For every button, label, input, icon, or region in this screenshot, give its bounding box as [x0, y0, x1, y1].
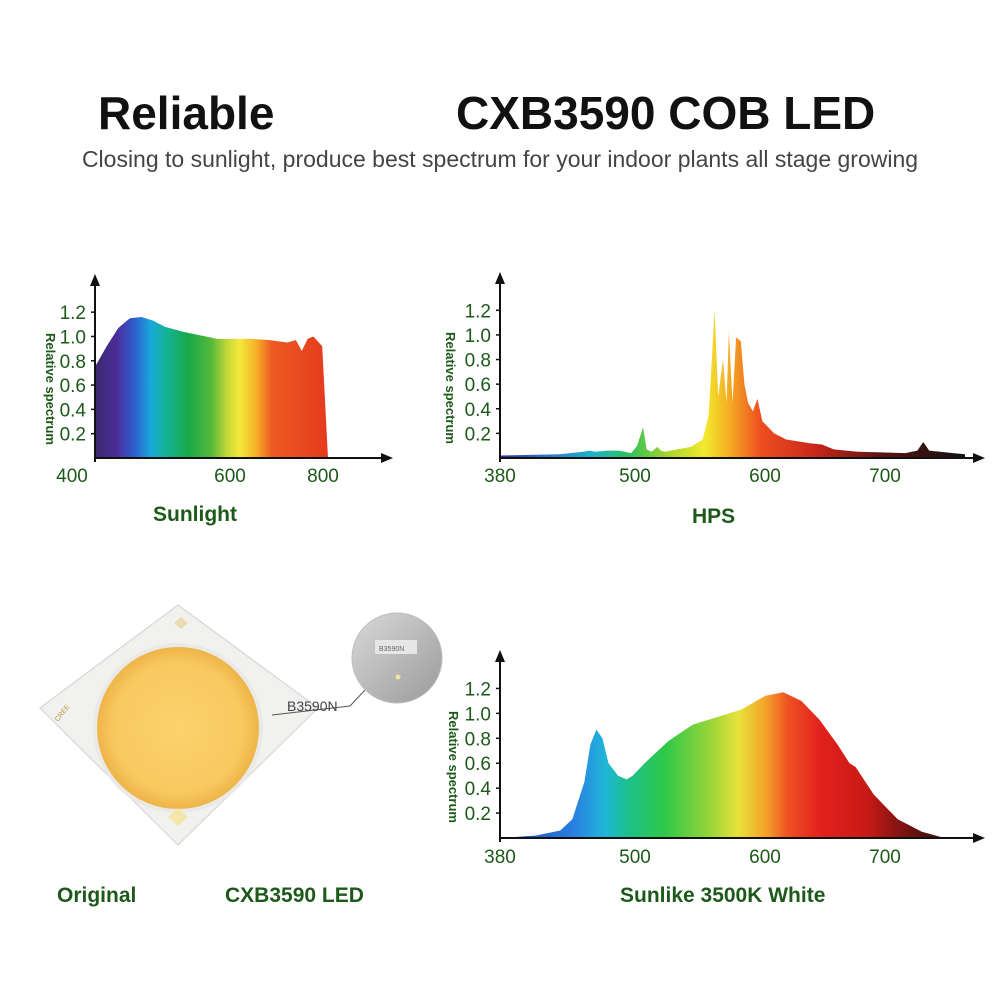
- caption-cxb3590: CXB3590 LED: [225, 884, 364, 907]
- cob-phosphor-disc: [97, 647, 259, 809]
- y-tick-label: 0.8: [60, 352, 86, 373]
- y-tick-label: 0.6: [60, 376, 86, 397]
- x-tick-label: 700: [869, 466, 901, 487]
- caption-sunlike: Sunlike 3500K White: [620, 884, 826, 907]
- y-axis-label: Relative spectrum: [443, 332, 458, 444]
- y-tick-label: 1.0: [465, 704, 491, 725]
- zoom-text: B3590N: [379, 646, 404, 653]
- y-axis-arrow: [495, 272, 505, 284]
- x-tick-label: 500: [619, 847, 651, 868]
- cob-pad-icon: [168, 808, 188, 826]
- callout-line: [271, 705, 351, 716]
- y-tick-label: 1.0: [465, 326, 491, 347]
- y-axis-label: Relative spectrum: [43, 333, 58, 445]
- y-tick-label: 1.2: [465, 679, 491, 700]
- y-tick-label: 1.2: [465, 301, 491, 322]
- spectrum-area-0: [95, 317, 328, 458]
- callout-line: [349, 689, 366, 707]
- y-axis-arrow: [90, 274, 100, 286]
- spectrum-area-2: [500, 692, 946, 838]
- zoom-lens: [351, 612, 443, 704]
- x-axis-arrow: [973, 833, 985, 843]
- y-tick-label: 0.6: [465, 754, 491, 775]
- y-tick-label: 1.2: [60, 303, 86, 324]
- y-tick-label: 0.8: [465, 729, 491, 750]
- x-axis-arrow: [381, 453, 393, 463]
- x-tick-label: 400: [56, 466, 88, 487]
- y-axis-arrow: [495, 650, 505, 662]
- x-tick-label: 600: [749, 847, 781, 868]
- y-axis-label: Relative spectrum: [446, 711, 461, 823]
- cob-led-illustration: CREE B3590N B3590N: [38, 604, 443, 847]
- x-tick-label: 800: [307, 466, 339, 487]
- caption-original: Original: [57, 884, 137, 907]
- x-tick-label: 500: [619, 466, 651, 487]
- caption-hps: HPS: [692, 505, 736, 528]
- x-tick-label: 600: [749, 466, 781, 487]
- y-tick-label: 0.4: [465, 779, 492, 800]
- x-tick-label: 700: [869, 847, 901, 868]
- x-axis-arrow: [973, 453, 985, 463]
- y-tick-label: 0.4: [465, 400, 492, 421]
- x-tick-label: 600: [214, 466, 246, 487]
- spectrum-area-1: [500, 310, 965, 458]
- y-tick-label: 0.4: [60, 400, 87, 421]
- y-tick-label: 0.2: [465, 424, 491, 445]
- y-tick-label: 1.0: [60, 327, 86, 348]
- cob-pad-icon: [174, 617, 188, 629]
- chip-label: B3590N: [287, 698, 338, 714]
- x-tick-label: 380: [484, 466, 516, 487]
- y-tick-label: 0.2: [60, 425, 86, 446]
- x-tick-label: 380: [484, 847, 516, 868]
- title-reliable: Reliable: [98, 87, 275, 139]
- zoom-marking: [375, 640, 417, 654]
- subtitle: Closing to sunlight, produce best spectr…: [81, 146, 919, 172]
- y-tick-label: 0.6: [465, 375, 491, 396]
- y-tick-label: 0.8: [465, 351, 491, 372]
- y-tick-label: 0.2: [465, 804, 491, 825]
- zoom-dot: [395, 674, 401, 680]
- caption-sunlight: Sunlight: [153, 503, 237, 526]
- title-product: CXB3590 COB LED: [456, 87, 876, 139]
